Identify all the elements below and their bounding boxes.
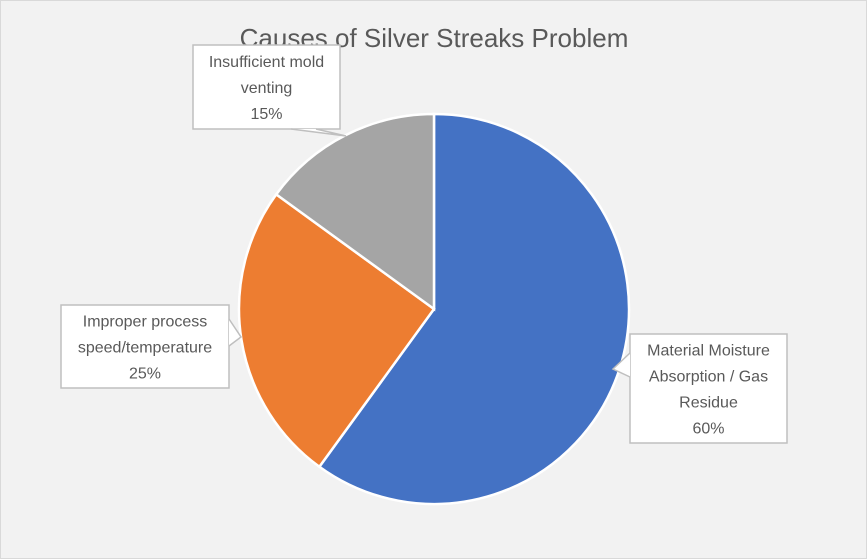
slice-label: speed/temperature [78,340,212,357]
callout-pointer [611,352,631,378]
slice-value-label: 15% [250,106,282,123]
callout-pointer [228,318,243,347]
slice-value-label: 25% [129,366,161,383]
slice-label: Absorption / Gas [649,369,768,386]
data-label-callout-1: Improper process speed/temperature 25% [60,304,243,389]
slice-label: Insufficient mold [209,54,324,71]
slice-value-label: 60% [692,421,724,438]
callout-box [629,333,788,444]
callout-pointer [290,128,347,137]
data-label-callout-2: Insufficient mold venting 15% [192,44,347,137]
slice-label: Residue [679,395,738,412]
callout-box [60,304,230,389]
slice-label: venting [241,80,293,97]
callout-box [192,44,341,130]
slice-label: Material Moisture [647,343,770,360]
pie-slice-1[interactable] [237,192,436,469]
data-label-callout-0: Material Moisture Absorption / Gas Residue… [611,333,788,444]
slice-label: Improper process [83,314,208,331]
